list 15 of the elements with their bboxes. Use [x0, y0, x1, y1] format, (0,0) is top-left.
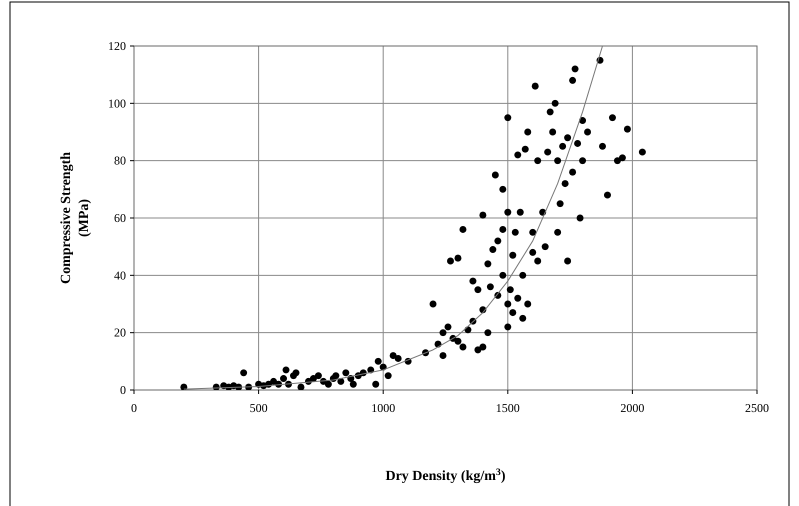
- y-tick-label: 60: [114, 211, 126, 225]
- y-tick-label: 0: [120, 383, 126, 397]
- x-tick-label: 1000: [371, 401, 396, 415]
- y-tick-label: 100: [108, 96, 126, 110]
- y-tick-label: 120: [108, 39, 126, 53]
- y-tick-label: 40: [114, 268, 126, 282]
- x-tick-label: 2500: [745, 401, 769, 415]
- y-tick-label: 80: [114, 154, 126, 168]
- y-axis-title: Compressive Strength (MPa): [59, 152, 92, 284]
- x-tick-label: 500: [250, 401, 268, 415]
- x-tick-label: 2000: [620, 401, 644, 415]
- x-axis-title: Dry Density (kg/m$^{3}$): [385, 466, 506, 484]
- x-tick-label: 1500: [496, 401, 520, 415]
- y-tick-label: 20: [114, 326, 126, 340]
- x-tick-label: 0: [131, 401, 137, 415]
